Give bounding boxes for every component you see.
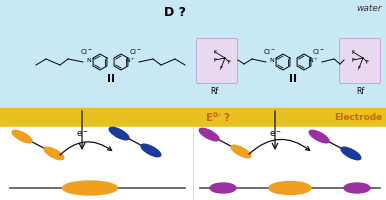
- Text: Cl$^-$: Cl$^-$: [312, 46, 326, 55]
- Text: N$^+$: N$^+$: [125, 57, 135, 65]
- Text: Rf: Rf: [210, 87, 218, 96]
- Text: F: F: [213, 58, 217, 62]
- FancyBboxPatch shape: [196, 38, 237, 84]
- Ellipse shape: [109, 127, 129, 140]
- Text: II: II: [107, 74, 115, 84]
- Text: F: F: [227, 60, 230, 64]
- Ellipse shape: [12, 130, 32, 143]
- FancyArrowPatch shape: [249, 139, 310, 154]
- Ellipse shape: [344, 183, 370, 193]
- Text: D ?: D ?: [164, 6, 186, 19]
- Ellipse shape: [199, 128, 219, 141]
- FancyBboxPatch shape: [340, 38, 381, 84]
- Ellipse shape: [63, 181, 117, 195]
- Text: Electrode: Electrode: [334, 113, 382, 122]
- Text: N$^+$: N$^+$: [308, 57, 318, 65]
- Ellipse shape: [341, 147, 361, 160]
- Ellipse shape: [141, 144, 161, 157]
- Ellipse shape: [44, 147, 64, 160]
- Text: F: F: [351, 58, 355, 62]
- Text: N$^+$: N$^+$: [86, 57, 96, 65]
- Text: F: F: [357, 66, 361, 71]
- Text: II: II: [289, 74, 297, 84]
- Ellipse shape: [269, 182, 311, 194]
- Text: F: F: [366, 60, 369, 64]
- Text: water: water: [356, 4, 382, 13]
- Text: Rf: Rf: [356, 87, 364, 96]
- Text: Cl$^-$: Cl$^-$: [263, 46, 277, 55]
- Text: e$^-$: e$^-$: [269, 129, 281, 139]
- Text: $\mathbf{E^{0\prime}}$ ?: $\mathbf{E^{0\prime}}$ ?: [205, 111, 231, 124]
- FancyArrowPatch shape: [60, 142, 112, 155]
- Text: N$^+$: N$^+$: [269, 57, 279, 65]
- Bar: [0, 127, 386, 200]
- Text: F: F: [351, 49, 355, 54]
- Text: Cl$^-$: Cl$^-$: [129, 46, 143, 55]
- Bar: [0, 108, 386, 127]
- Ellipse shape: [309, 130, 329, 143]
- Text: e$^-$: e$^-$: [76, 129, 88, 139]
- Text: F: F: [219, 66, 223, 71]
- Bar: [0, 0, 386, 108]
- Ellipse shape: [231, 145, 251, 158]
- Text: F: F: [213, 49, 217, 54]
- Ellipse shape: [210, 183, 236, 193]
- Text: Cl$^-$: Cl$^-$: [80, 46, 94, 55]
